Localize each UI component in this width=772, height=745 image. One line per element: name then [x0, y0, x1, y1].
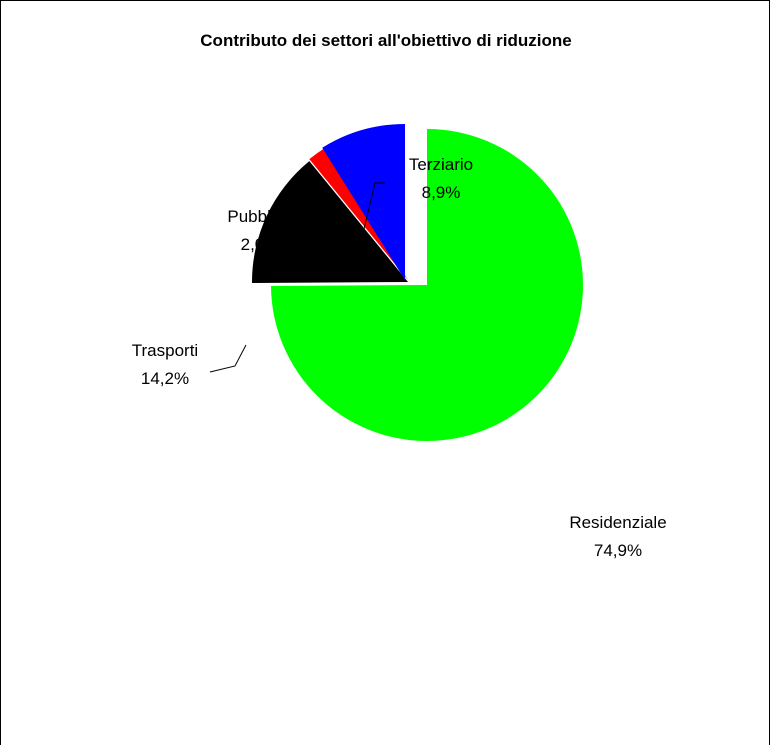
slice-label-residenziale: Residenziale 74,9% [569, 513, 666, 560]
leader-line-trasporti [209, 344, 247, 373]
pie-slice-terziario [322, 124, 405, 280]
chart-title: Contributo dei settori all'obiettivo di … [200, 31, 572, 50]
slice-label-pubblico: Pubblico 2,0% [227, 207, 292, 254]
slice-label-terziario: Terziario 8,9% [409, 155, 473, 202]
slice-labels: Residenziale 74,9% Trasporti 14,2% Pubblico 2… [132, 155, 667, 560]
slice-label-trasporti: Trasporti 14,2% [132, 341, 198, 388]
pie-slice-residenziale [271, 129, 583, 441]
leader-line-terziario [359, 182, 385, 247]
pie-slice-trasporti [251, 161, 408, 283]
pie-slices [251, 124, 583, 441]
leader-lines [209, 182, 385, 373]
pie-slice-pubblico [309, 147, 408, 280]
